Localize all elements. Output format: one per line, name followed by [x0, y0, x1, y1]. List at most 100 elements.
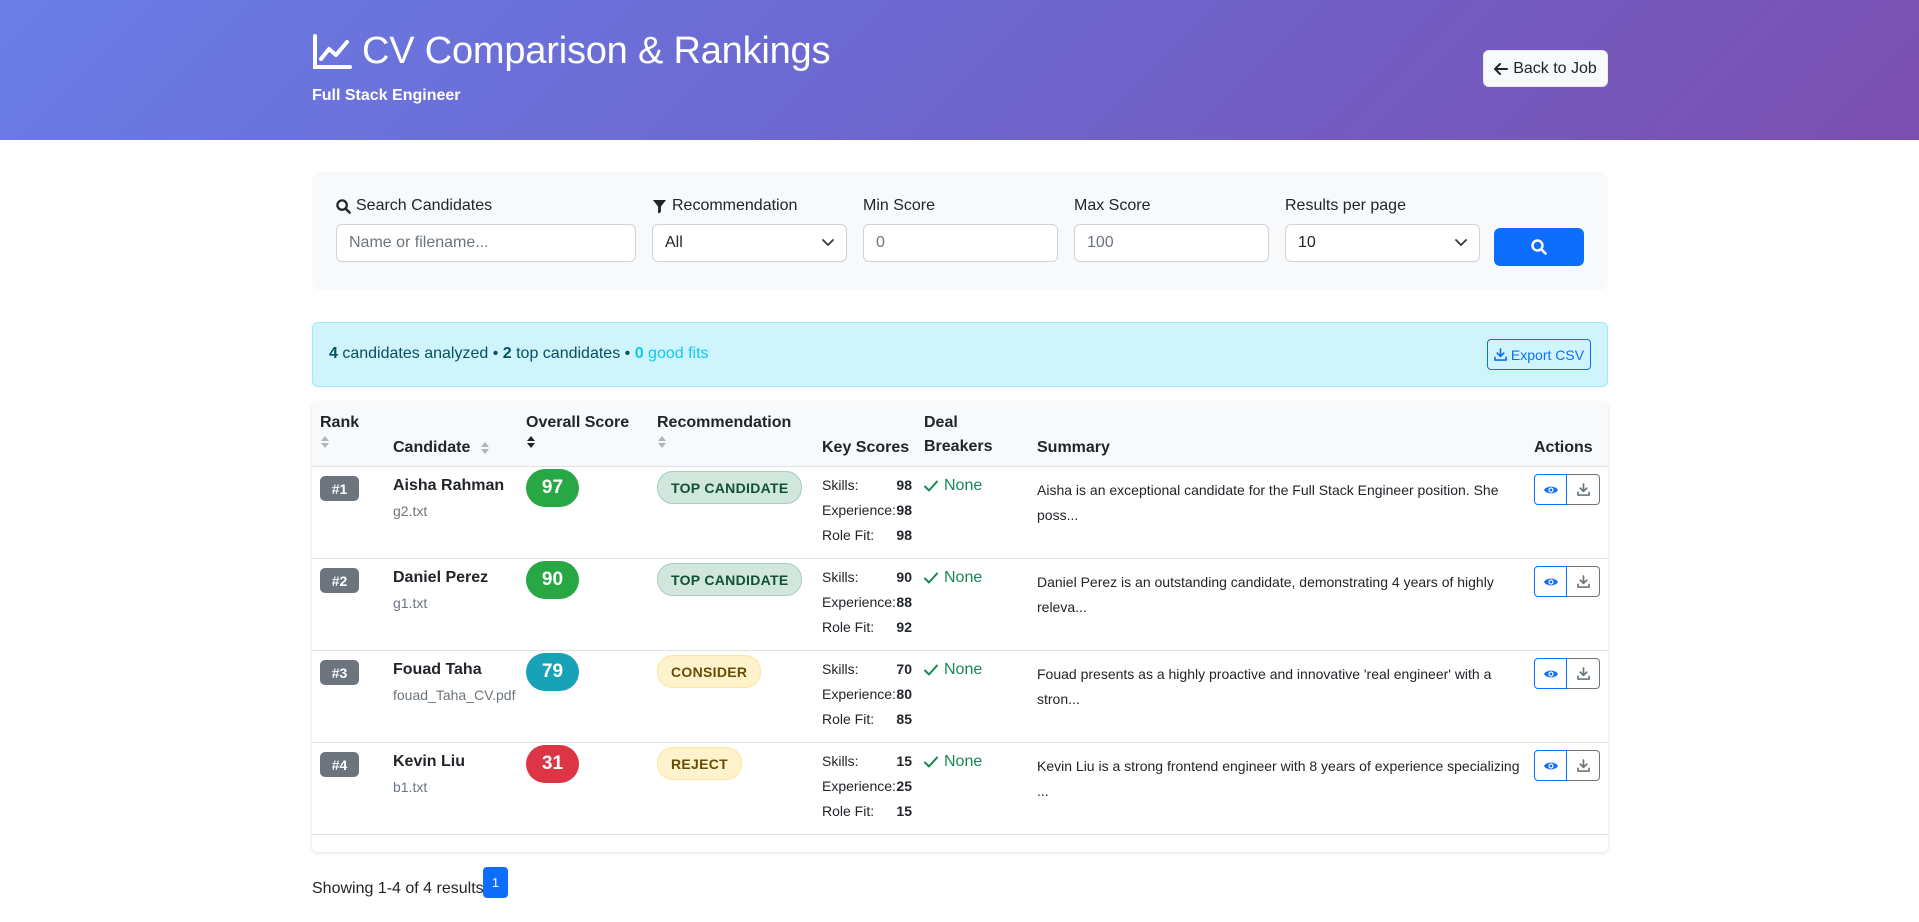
page-title-text: CV Comparison & Rankings — [362, 30, 831, 72]
recommendation-badge: CONSIDER — [657, 655, 762, 688]
download-button[interactable] — [1567, 658, 1600, 689]
min-score-input[interactable]: 0 — [863, 224, 1058, 262]
back-to-job-button[interactable]: Back to Job — [1483, 50, 1608, 87]
overall-score-header[interactable]: Overall Score — [526, 411, 629, 449]
experience-score: 25 — [896, 778, 912, 794]
summary-header: Summary — [1037, 439, 1110, 456]
sort-icon — [321, 436, 329, 448]
chevron-down-icon — [822, 239, 834, 247]
candidates-table: Rank Candidate Overall Score Recommendat… — [312, 402, 1608, 852]
eye-icon — [1543, 762, 1558, 769]
candidate-header[interactable]: Candidate — [393, 436, 490, 460]
row-actions — [1534, 474, 1600, 505]
per-page-select[interactable]: 10 — [1285, 224, 1480, 262]
page-title: CV Comparison & Rankings — [312, 30, 830, 73]
candidate-filename: g1.txt — [393, 595, 428, 611]
overall-score-badge: 90 — [526, 561, 579, 599]
table-row: #4 Kevin Liu b1.txt 31 REJECT Skills: 15 … — [312, 743, 1608, 835]
candidate-summary: Kevin Liu is a strong frontend engineer … — [1037, 758, 1520, 799]
page-1-button[interactable]: 1 — [483, 867, 508, 898]
eye-icon — [1543, 670, 1558, 677]
candidate-summary: Fouad presents as a highly proactive and… — [1037, 666, 1492, 707]
download-button[interactable] — [1567, 750, 1600, 781]
key-scores-header: Key Scores — [822, 439, 910, 456]
eye-icon — [1543, 578, 1558, 585]
eye-icon — [1543, 486, 1558, 493]
max-score-label: Max Score — [1074, 197, 1151, 214]
rank-header[interactable]: Rank — [320, 411, 359, 449]
recommendation-badge: REJECT — [657, 747, 743, 780]
view-button[interactable] — [1534, 566, 1567, 597]
role-fit-score: 85 — [896, 711, 912, 727]
key-scores: Skills: 70 Experience: 80 Role Fit: 85 — [822, 661, 912, 736]
experience-score: 88 — [896, 594, 912, 610]
sort-icon — [527, 436, 535, 448]
sort-icon — [481, 442, 490, 454]
key-scores: Skills: 90 Experience: 88 Role Fit: 92 — [822, 569, 912, 644]
role-fit-score: 92 — [896, 619, 912, 635]
view-button[interactable] — [1534, 750, 1567, 781]
candidate-name: Fouad Taha — [393, 661, 482, 678]
overall-score-badge: 79 — [526, 653, 579, 691]
table-row: #3 Fouad Taha fouad_Taha_CV.pdf 79 CONSI… — [312, 651, 1608, 743]
back-to-job-label: Back to Job — [1513, 59, 1597, 77]
row-actions — [1534, 750, 1600, 781]
chart-line-icon — [313, 33, 352, 69]
download-icon — [1576, 759, 1590, 772]
candidate-filename: b1.txt — [393, 779, 428, 795]
overall-score-badge: 31 — [526, 745, 579, 783]
key-scores: Skills: 15 Experience: 25 Role Fit: 15 — [822, 753, 912, 828]
export-csv-button[interactable]: Export CSV — [1487, 339, 1591, 370]
candidate-name: Daniel Perez — [393, 569, 489, 586]
experience-score: 98 — [896, 502, 912, 518]
skills-score: 90 — [896, 569, 912, 585]
recommendation-badge: TOP CANDIDATE — [657, 563, 803, 596]
download-icon — [1576, 575, 1590, 588]
search-button[interactable] — [1494, 228, 1584, 266]
candidate-summary: Aisha is an exceptional candidate for th… — [1037, 482, 1499, 523]
download-icon — [1494, 348, 1507, 361]
deal-breakers: None — [924, 753, 982, 771]
sort-icon — [658, 436, 666, 448]
check-icon — [924, 572, 938, 584]
view-button[interactable] — [1534, 658, 1567, 689]
filter-panel: Search Candidates Name or filename... Re… — [312, 172, 1608, 290]
max-score-input[interactable]: 100 — [1074, 224, 1269, 262]
check-icon — [924, 664, 938, 676]
role-fit-score: 98 — [896, 527, 912, 543]
table-header: Rank Candidate Overall Score Recommendat… — [312, 402, 1608, 467]
actions-header: Actions — [1534, 439, 1593, 456]
recommendation-badge: TOP CANDIDATE — [657, 471, 803, 504]
search-icon — [1531, 239, 1547, 255]
pagination-info: Showing 1-4 of 4 results — [312, 880, 484, 897]
check-icon — [924, 756, 938, 768]
view-button[interactable] — [1534, 474, 1567, 505]
download-button[interactable] — [1567, 566, 1600, 597]
page-header: CV Comparison & Rankings Full Stack Engi… — [0, 0, 1919, 140]
experience-score: 80 — [896, 686, 912, 702]
deal-breakers: None — [924, 569, 982, 587]
row-actions — [1534, 658, 1600, 689]
min-score-label: Min Score — [863, 197, 936, 214]
download-button[interactable] — [1567, 474, 1600, 505]
skills-score: 98 — [896, 477, 912, 493]
recommendation-header[interactable]: Recommendation — [657, 411, 791, 449]
candidate-filename: fouad_Taha_CV.pdf — [393, 687, 516, 703]
search-label: Search Candidates — [336, 196, 636, 216]
chevron-down-icon — [1455, 239, 1467, 247]
role-fit-score: 15 — [896, 803, 912, 819]
deal-breakers: None — [924, 477, 982, 495]
download-icon — [1576, 667, 1590, 680]
rank-badge: #3 — [320, 660, 359, 685]
check-icon — [924, 480, 938, 492]
skills-score: 15 — [896, 753, 912, 769]
summary-alert: 4 candidates analyzed • 2 top candidates… — [312, 322, 1608, 387]
table-row: #1 Aisha Rahman g2.txt 97 TOP CANDIDATE … — [312, 467, 1608, 559]
rank-badge: #4 — [320, 752, 359, 777]
summary-text: 4 candidates analyzed • 2 top candidates… — [329, 345, 709, 362]
search-input[interactable]: Name or filename... — [336, 224, 636, 262]
rank-badge: #1 — [320, 476, 359, 501]
per-page-label: Results per page — [1285, 197, 1406, 214]
candidate-summary: Daniel Perez is an outstanding candidate… — [1037, 574, 1494, 615]
recommendation-select[interactable]: All — [652, 224, 847, 262]
